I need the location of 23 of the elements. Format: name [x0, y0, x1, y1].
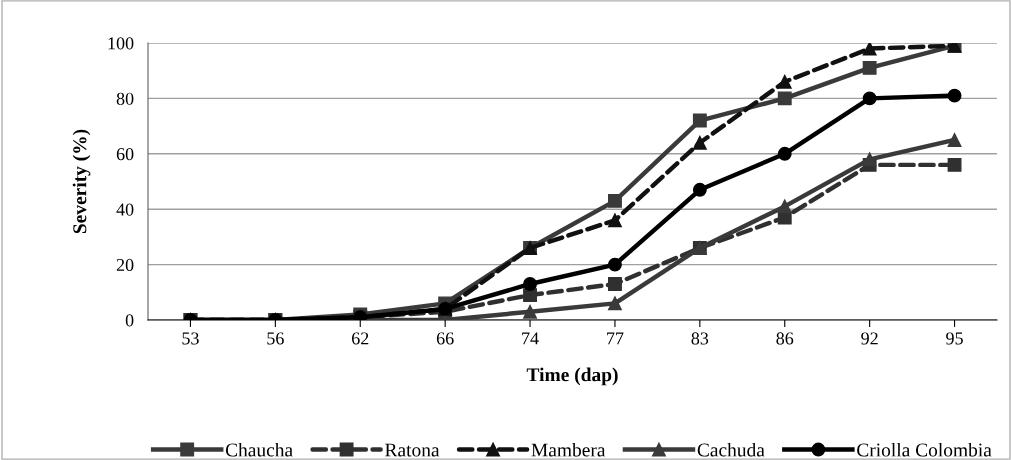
x-tick-label: 66: [436, 332, 454, 345]
x-tick-label: 74: [522, 332, 539, 345]
x-tick-label: 53: [182, 332, 199, 345]
y-tick-label: 20: [116, 258, 134, 272]
x-axis-title: Time (dap): [526, 367, 618, 386]
y-axis-title: Severity (%): [72, 129, 91, 234]
legend-label: Ratona: [385, 443, 440, 457]
y-tick-label: 80: [116, 92, 134, 105]
legend-label: Cachuda: [697, 442, 765, 457]
x-tick-label: 92: [861, 332, 878, 345]
y-tick-label: 100: [108, 37, 134, 50]
x-tick-label: 86: [776, 332, 794, 345]
x-tick-label: 83: [691, 332, 709, 345]
x-tick-label: 62: [352, 332, 369, 345]
y-tick-label: 0: [125, 314, 134, 327]
legend-label: Criolla Colombia: [857, 442, 992, 457]
legend-label: Mambera: [531, 442, 606, 457]
x-tick-label: 95: [946, 332, 963, 345]
y-tick-label: 60: [116, 148, 134, 161]
y-tick-label: 40: [116, 203, 134, 216]
x-tick-label: 56: [267, 332, 284, 345]
x-tick-label: 77: [607, 332, 624, 345]
legend-label: Chaucha: [225, 442, 293, 457]
